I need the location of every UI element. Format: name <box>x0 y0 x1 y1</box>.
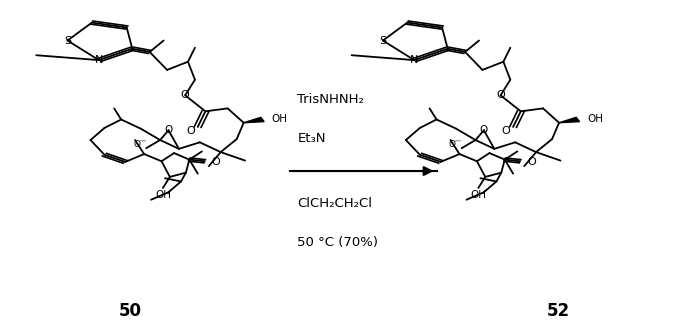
Text: O: O <box>502 126 510 136</box>
Text: OH: OH <box>271 114 287 124</box>
Text: O′′′: O′′′ <box>449 140 461 149</box>
Text: N: N <box>410 55 419 65</box>
Text: 50: 50 <box>119 302 142 320</box>
Text: OH: OH <box>155 190 171 199</box>
Text: O′′′: O′′′ <box>134 140 146 149</box>
Text: O: O <box>212 157 220 167</box>
Text: O: O <box>181 90 189 100</box>
Text: O: O <box>164 125 173 135</box>
Text: 52: 52 <box>547 302 570 320</box>
Text: OH: OH <box>470 190 487 199</box>
Text: O: O <box>187 126 195 136</box>
Text: N: N <box>94 55 103 65</box>
Polygon shape <box>244 117 264 123</box>
Text: S: S <box>380 36 387 45</box>
Text: S: S <box>64 36 71 45</box>
Text: ClCH₂CH₂Cl: ClCH₂CH₂Cl <box>297 197 373 210</box>
Text: TrisNHNH₂: TrisNHNH₂ <box>297 93 364 106</box>
Text: 50 °C (70%): 50 °C (70%) <box>297 236 378 249</box>
Text: O: O <box>480 125 488 135</box>
Polygon shape <box>559 117 579 123</box>
Text: O: O <box>527 157 536 167</box>
Text: OH: OH <box>587 114 603 124</box>
Text: Et₃N: Et₃N <box>297 132 326 145</box>
Text: O: O <box>496 90 505 100</box>
